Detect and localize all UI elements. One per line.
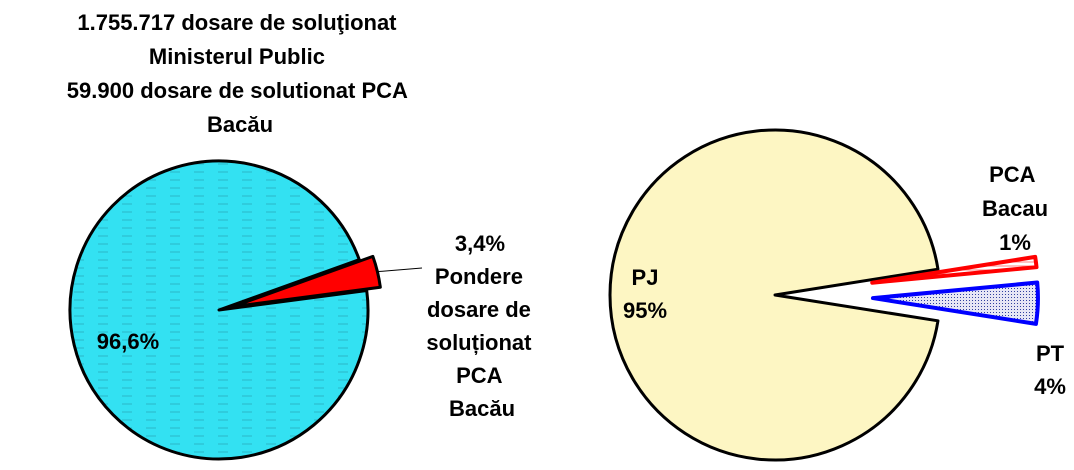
pie-slice xyxy=(608,128,940,462)
value-label: 95% xyxy=(623,298,667,323)
pie-slice xyxy=(870,254,1039,285)
slice-label: PCA Bacau xyxy=(982,162,1048,221)
slice-label: PJ xyxy=(632,265,659,290)
value-label: 4% xyxy=(1034,374,1066,399)
value-label: 1% xyxy=(999,230,1031,255)
slice-label: PT xyxy=(1036,341,1065,366)
chart-title: 1.755.717 dosare de soluţionat Ministeru… xyxy=(67,10,413,137)
slice-label: Pondere dosare de soluționat PCA Bacău xyxy=(426,264,537,421)
leader-line xyxy=(377,267,423,273)
value-label: 3,4% xyxy=(455,231,505,256)
pie-slice xyxy=(870,280,1040,326)
pie-slice xyxy=(68,159,370,461)
value-label: 96,6% xyxy=(97,329,159,354)
